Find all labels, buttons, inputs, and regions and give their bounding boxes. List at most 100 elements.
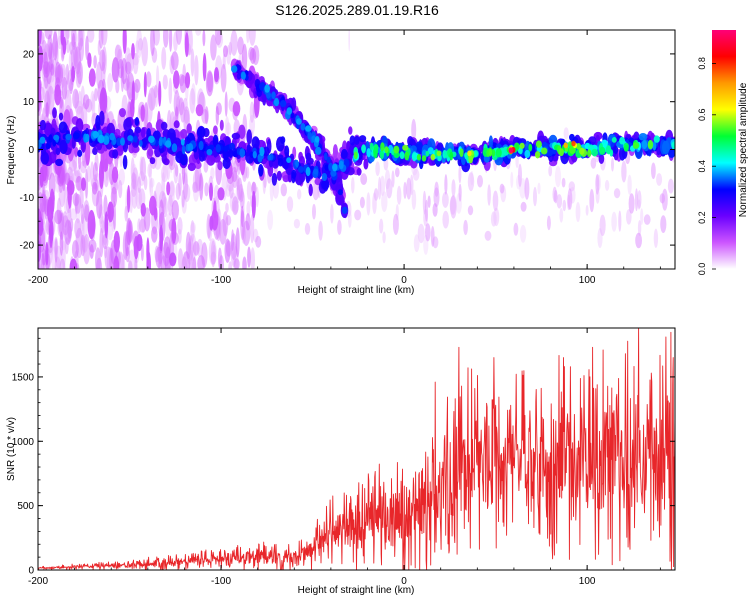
spectrogram-cell bbox=[141, 139, 147, 149]
colorbar-tick-label: 0.4 bbox=[697, 160, 707, 173]
spectrogram-cell bbox=[38, 78, 41, 104]
spectrogram-cell bbox=[605, 145, 612, 155]
spectrogram-cell bbox=[318, 220, 323, 241]
colorbar-tick-label: 0.6 bbox=[697, 109, 707, 122]
x-tick-label: 100 bbox=[579, 275, 596, 286]
spectrogram-cell bbox=[69, 258, 78, 269]
spectrogram-cell bbox=[579, 147, 585, 155]
y-tick-label: 0 bbox=[28, 566, 34, 577]
spectrogram-cell bbox=[99, 49, 106, 72]
spectrogram-cell bbox=[659, 193, 665, 204]
spectrogram-cell bbox=[39, 119, 47, 131]
spectrogram-cell bbox=[69, 78, 73, 95]
spectrogram-cell bbox=[585, 204, 589, 216]
spectrogram-cell bbox=[215, 144, 221, 153]
spectrogram-cell bbox=[339, 197, 345, 206]
spectrogram-cell bbox=[131, 43, 135, 60]
spectrogram-cell bbox=[246, 30, 250, 44]
spectrogram-cell bbox=[177, 248, 184, 269]
spectrogram-cell bbox=[158, 139, 163, 147]
colorbar-tick-label: 0.0 bbox=[697, 263, 707, 276]
spectrogram-cell bbox=[373, 150, 378, 159]
spectrogram-cell bbox=[206, 149, 213, 156]
spectrogram-cell bbox=[231, 132, 241, 140]
spectrogram-cell bbox=[399, 151, 405, 160]
spectrogram-cell bbox=[82, 94, 90, 110]
spectrogram-cell bbox=[160, 121, 168, 131]
spectrogram-cell bbox=[192, 241, 200, 256]
spectrogram-cell bbox=[103, 135, 110, 145]
spectrogram-cell bbox=[424, 199, 428, 222]
spectrogram-cell bbox=[250, 214, 255, 244]
spectrogram-cell bbox=[290, 112, 295, 119]
spectrogram-cell bbox=[169, 180, 175, 197]
spectrogram-cell bbox=[123, 118, 132, 132]
spectrogram-cell bbox=[130, 98, 135, 119]
spectrogram-cell bbox=[178, 172, 182, 197]
spectrogram-cell bbox=[214, 67, 219, 83]
spectrogram-cell bbox=[618, 210, 622, 232]
spectrogram-cell bbox=[332, 144, 338, 158]
spectrogram-cell bbox=[353, 151, 358, 160]
spectrogram-cell bbox=[209, 215, 214, 231]
colorbar-label: Normalized spectral amplitude bbox=[738, 82, 749, 217]
spectrogram-cell bbox=[518, 163, 522, 187]
y-tick-label: -20 bbox=[20, 241, 35, 252]
spectrogram-cell bbox=[262, 91, 267, 106]
spectrogram-cell bbox=[632, 142, 639, 149]
spectrogram-cell bbox=[458, 183, 462, 202]
spectrogram-cell bbox=[487, 184, 491, 206]
spectrogram-cell bbox=[337, 219, 342, 235]
spectrogram-cell bbox=[647, 139, 654, 150]
spectrogram-cell bbox=[180, 128, 188, 139]
spectrogram-cell bbox=[291, 169, 297, 179]
spectrogram-cell bbox=[300, 123, 306, 131]
spectrogram-x-label: Height of straight line (km) bbox=[298, 285, 415, 296]
spectrogram-cell bbox=[225, 122, 232, 135]
spectrogram-cell bbox=[38, 45, 43, 72]
spectrogram-cell bbox=[392, 213, 399, 235]
spectrogram-cell bbox=[413, 234, 420, 253]
spectrogram-cell bbox=[88, 68, 96, 87]
spectrogram-cell bbox=[197, 126, 206, 138]
spectrogram-cell bbox=[611, 137, 617, 143]
spectrogram-cell bbox=[120, 57, 128, 85]
spectrogram-cell bbox=[224, 238, 231, 263]
spectrogram-cell bbox=[395, 167, 400, 178]
spectrogram-cell bbox=[137, 176, 142, 194]
spectrogram-cell bbox=[613, 188, 621, 199]
y-tick-label: 500 bbox=[17, 501, 34, 512]
spectrogram-cell bbox=[442, 191, 449, 208]
spectrogram-cell bbox=[246, 181, 252, 200]
spectrogram-cell bbox=[212, 134, 219, 148]
spectrogram-cell bbox=[214, 30, 222, 46]
spectrogram-cell bbox=[599, 214, 606, 236]
spectrogram-cell bbox=[641, 139, 648, 150]
spectrogram-cell bbox=[468, 155, 474, 164]
spectrogram-cell bbox=[145, 71, 152, 88]
spectrogram-cell bbox=[224, 91, 228, 117]
spectrogram-cell bbox=[575, 202, 581, 222]
spectrogram-cell bbox=[96, 190, 103, 219]
spectrogram-cell bbox=[559, 208, 564, 223]
spectrogram-cell bbox=[89, 244, 94, 259]
spectrogram-cell bbox=[171, 200, 179, 221]
spectrogram-cell bbox=[638, 133, 648, 141]
spectrogram-cell bbox=[293, 218, 300, 229]
spectrogram-cell bbox=[242, 43, 248, 73]
spectrogram-cell bbox=[180, 153, 188, 166]
spectrogram-cell bbox=[492, 190, 499, 212]
spectrogram-cell bbox=[604, 179, 610, 191]
spectrogram-cell bbox=[252, 151, 257, 159]
spectrogram-cell bbox=[111, 57, 120, 83]
spectrogram-cell bbox=[611, 211, 617, 232]
spectrogram-cell bbox=[39, 193, 47, 213]
spectrogram-cell bbox=[535, 151, 541, 159]
spectrogram-cell bbox=[495, 148, 502, 158]
spectrogram-cell bbox=[162, 74, 168, 90]
y-tick-label: 0 bbox=[28, 145, 34, 156]
spectrogram-cell bbox=[111, 166, 119, 183]
spectrogram-cell bbox=[467, 172, 475, 192]
spectrogram-cell bbox=[124, 205, 128, 222]
